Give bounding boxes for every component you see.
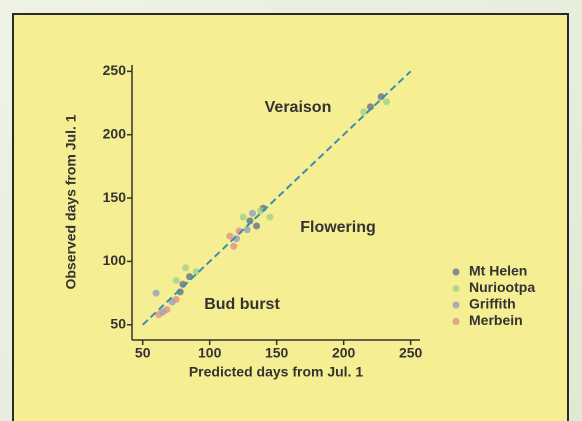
x-tick-label: 200 [332, 345, 356, 361]
point [244, 226, 251, 233]
x-tick-label: 50 [135, 345, 151, 361]
x-tick-label: 250 [399, 345, 423, 361]
y-axis-label: Observed days from Jul. 1 [63, 114, 79, 289]
point [360, 108, 367, 115]
point [182, 264, 189, 271]
point [383, 98, 390, 105]
point [266, 214, 273, 221]
x-tick-label: 100 [198, 345, 222, 361]
legend-marker [453, 285, 460, 292]
annotation: Veraison [265, 99, 332, 116]
point [155, 311, 162, 318]
y-tick-label: 200 [103, 125, 127, 141]
panel [13, 14, 568, 421]
x-tick-label: 150 [265, 345, 289, 361]
point [230, 243, 237, 250]
point [173, 277, 180, 284]
y-tick-label: 150 [103, 189, 127, 205]
page: Predicted days from Jul. 1 Observed days… [0, 0, 582, 421]
y-tick-label: 100 [103, 252, 127, 268]
point [163, 306, 170, 313]
legend-label: Merbein [469, 312, 523, 328]
point [153, 290, 160, 297]
annotation: Bud burst [204, 296, 280, 313]
x-axis-label: Predicted days from Jul. 1 [189, 364, 363, 380]
point [173, 296, 180, 303]
point [249, 210, 256, 217]
y-tick-label: 50 [110, 315, 126, 331]
legend-label: Mt Helen [469, 263, 527, 279]
y-tick-label: 250 [103, 62, 127, 78]
point [253, 222, 260, 229]
legend-marker [453, 318, 460, 325]
point [240, 214, 247, 221]
chart: Predicted days from Jul. 1 Observed days… [0, 0, 582, 421]
legend-marker [453, 302, 460, 309]
point [226, 233, 233, 240]
annotation: Flowering [300, 219, 376, 236]
legend-label: Griffith [469, 296, 516, 312]
legend-marker [453, 269, 460, 276]
legend-label: Nuriootpa [469, 279, 535, 295]
